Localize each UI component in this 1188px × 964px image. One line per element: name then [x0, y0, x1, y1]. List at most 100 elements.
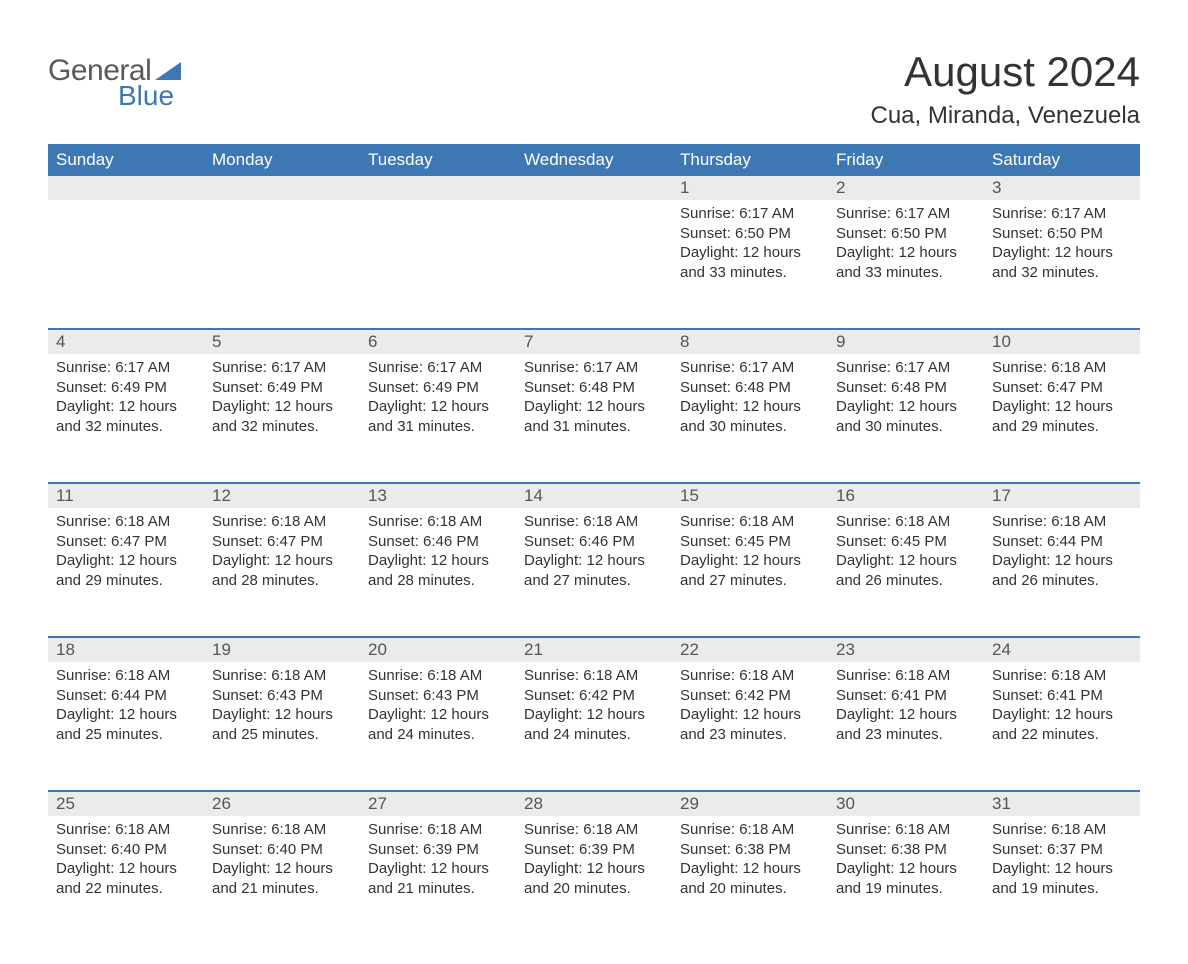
day-cell: Sunrise: 6:17 AMSunset: 6:49 PMDaylight:…	[204, 354, 360, 482]
day-number-row: 18192021222324	[48, 636, 1140, 662]
day-number: 7	[516, 330, 672, 354]
sunset-text: Sunset: 6:50 PM	[680, 224, 820, 244]
sunrise-text: Sunrise: 6:18 AM	[524, 666, 664, 686]
day-cell: Sunrise: 6:18 AMSunset: 6:42 PMDaylight:…	[516, 662, 672, 790]
day-number: 24	[984, 638, 1140, 662]
day-cell: Sunrise: 6:18 AMSunset: 6:43 PMDaylight:…	[204, 662, 360, 790]
sunrise-text: Sunrise: 6:18 AM	[368, 666, 508, 686]
sunrise-text: Sunrise: 6:17 AM	[680, 358, 820, 378]
sunrise-text: Sunrise: 6:17 AM	[368, 358, 508, 378]
day-cell: Sunrise: 6:18 AMSunset: 6:40 PMDaylight:…	[48, 816, 204, 944]
daylight-text: Daylight: 12 hours and 21 minutes.	[368, 859, 508, 898]
sunrise-text: Sunrise: 6:18 AM	[680, 666, 820, 686]
day-cell	[360, 200, 516, 328]
calendar: SundayMondayTuesdayWednesdayThursdayFrid…	[48, 144, 1140, 944]
sunrise-text: Sunrise: 6:17 AM	[680, 204, 820, 224]
daylight-text: Daylight: 12 hours and 22 minutes.	[56, 859, 196, 898]
daylight-text: Daylight: 12 hours and 33 minutes.	[680, 243, 820, 282]
sunset-text: Sunset: 6:48 PM	[836, 378, 976, 398]
sunset-text: Sunset: 6:47 PM	[212, 532, 352, 552]
day-cell: Sunrise: 6:17 AMSunset: 6:48 PMDaylight:…	[516, 354, 672, 482]
sunset-text: Sunset: 6:48 PM	[524, 378, 664, 398]
sunrise-text: Sunrise: 6:17 AM	[836, 358, 976, 378]
sunrise-text: Sunrise: 6:18 AM	[56, 512, 196, 532]
day-cell: Sunrise: 6:17 AMSunset: 6:49 PMDaylight:…	[360, 354, 516, 482]
day-cell: Sunrise: 6:18 AMSunset: 6:47 PMDaylight:…	[984, 354, 1140, 482]
day-number: 3	[984, 176, 1140, 200]
day-of-week: Tuesday	[360, 144, 516, 176]
day-cell: Sunrise: 6:18 AMSunset: 6:43 PMDaylight:…	[360, 662, 516, 790]
sunrise-text: Sunrise: 6:18 AM	[212, 666, 352, 686]
day-number: 6	[360, 330, 516, 354]
day-number: 16	[828, 484, 984, 508]
sunrise-text: Sunrise: 6:18 AM	[368, 512, 508, 532]
sunset-text: Sunset: 6:42 PM	[524, 686, 664, 706]
day-number: 22	[672, 638, 828, 662]
title-block: August 2024 Cua, Miranda, Venezuela	[870, 48, 1140, 130]
sunset-text: Sunset: 6:45 PM	[680, 532, 820, 552]
sunrise-text: Sunrise: 6:18 AM	[56, 820, 196, 840]
sunset-text: Sunset: 6:39 PM	[368, 840, 508, 860]
day-number: 14	[516, 484, 672, 508]
day-cell: Sunrise: 6:17 AMSunset: 6:48 PMDaylight:…	[828, 354, 984, 482]
day-number: 29	[672, 792, 828, 816]
logo-triangle-icon	[155, 62, 181, 80]
day-cell: Sunrise: 6:17 AMSunset: 6:50 PMDaylight:…	[828, 200, 984, 328]
sunrise-text: Sunrise: 6:17 AM	[212, 358, 352, 378]
day-cell: Sunrise: 6:18 AMSunset: 6:39 PMDaylight:…	[360, 816, 516, 944]
day-number: 18	[48, 638, 204, 662]
day-cell: Sunrise: 6:18 AMSunset: 6:37 PMDaylight:…	[984, 816, 1140, 944]
sunset-text: Sunset: 6:50 PM	[992, 224, 1132, 244]
daylight-text: Daylight: 12 hours and 19 minutes.	[992, 859, 1132, 898]
day-of-week: Thursday	[672, 144, 828, 176]
location: Cua, Miranda, Venezuela	[870, 102, 1140, 130]
month-title: August 2024	[870, 48, 1140, 96]
day-cell: Sunrise: 6:18 AMSunset: 6:45 PMDaylight:…	[672, 508, 828, 636]
day-cell: Sunrise: 6:18 AMSunset: 6:44 PMDaylight:…	[984, 508, 1140, 636]
day-number: 5	[204, 330, 360, 354]
day-cell: Sunrise: 6:18 AMSunset: 6:42 PMDaylight:…	[672, 662, 828, 790]
day-number-row: 123	[48, 176, 1140, 200]
daylight-text: Daylight: 12 hours and 23 minutes.	[680, 705, 820, 744]
daylight-text: Daylight: 12 hours and 24 minutes.	[524, 705, 664, 744]
day-cell: Sunrise: 6:18 AMSunset: 6:47 PMDaylight:…	[204, 508, 360, 636]
week-row: Sunrise: 6:17 AMSunset: 6:49 PMDaylight:…	[48, 354, 1140, 482]
daylight-text: Daylight: 12 hours and 22 minutes.	[992, 705, 1132, 744]
day-number: 21	[516, 638, 672, 662]
sunset-text: Sunset: 6:41 PM	[992, 686, 1132, 706]
day-number	[360, 176, 516, 200]
sunrise-text: Sunrise: 6:17 AM	[836, 204, 976, 224]
sunrise-text: Sunrise: 6:17 AM	[524, 358, 664, 378]
sunset-text: Sunset: 6:38 PM	[680, 840, 820, 860]
sunset-text: Sunset: 6:40 PM	[56, 840, 196, 860]
daylight-text: Daylight: 12 hours and 24 minutes.	[368, 705, 508, 744]
daylight-text: Daylight: 12 hours and 31 minutes.	[524, 397, 664, 436]
day-cell: Sunrise: 6:18 AMSunset: 6:44 PMDaylight:…	[48, 662, 204, 790]
sunset-text: Sunset: 6:49 PM	[212, 378, 352, 398]
sunset-text: Sunset: 6:47 PM	[56, 532, 196, 552]
daylight-text: Daylight: 12 hours and 29 minutes.	[992, 397, 1132, 436]
sunrise-text: Sunrise: 6:18 AM	[212, 512, 352, 532]
sunrise-text: Sunrise: 6:18 AM	[992, 820, 1132, 840]
day-number	[48, 176, 204, 200]
sunset-text: Sunset: 6:47 PM	[992, 378, 1132, 398]
sunset-text: Sunset: 6:46 PM	[368, 532, 508, 552]
day-number: 31	[984, 792, 1140, 816]
sunset-text: Sunset: 6:44 PM	[56, 686, 196, 706]
day-cell: Sunrise: 6:18 AMSunset: 6:41 PMDaylight:…	[828, 662, 984, 790]
day-cell: Sunrise: 6:18 AMSunset: 6:45 PMDaylight:…	[828, 508, 984, 636]
daylight-text: Daylight: 12 hours and 32 minutes.	[212, 397, 352, 436]
day-cell: Sunrise: 6:18 AMSunset: 6:38 PMDaylight:…	[828, 816, 984, 944]
day-cell	[204, 200, 360, 328]
day-number-row: 11121314151617	[48, 482, 1140, 508]
day-cell: Sunrise: 6:18 AMSunset: 6:39 PMDaylight:…	[516, 816, 672, 944]
sunset-text: Sunset: 6:50 PM	[836, 224, 976, 244]
sunrise-text: Sunrise: 6:18 AM	[836, 820, 976, 840]
sunrise-text: Sunrise: 6:18 AM	[680, 512, 820, 532]
daylight-text: Daylight: 12 hours and 30 minutes.	[836, 397, 976, 436]
day-of-week: Wednesday	[516, 144, 672, 176]
daylight-text: Daylight: 12 hours and 28 minutes.	[368, 551, 508, 590]
sunset-text: Sunset: 6:43 PM	[368, 686, 508, 706]
day-number: 27	[360, 792, 516, 816]
sunset-text: Sunset: 6:46 PM	[524, 532, 664, 552]
